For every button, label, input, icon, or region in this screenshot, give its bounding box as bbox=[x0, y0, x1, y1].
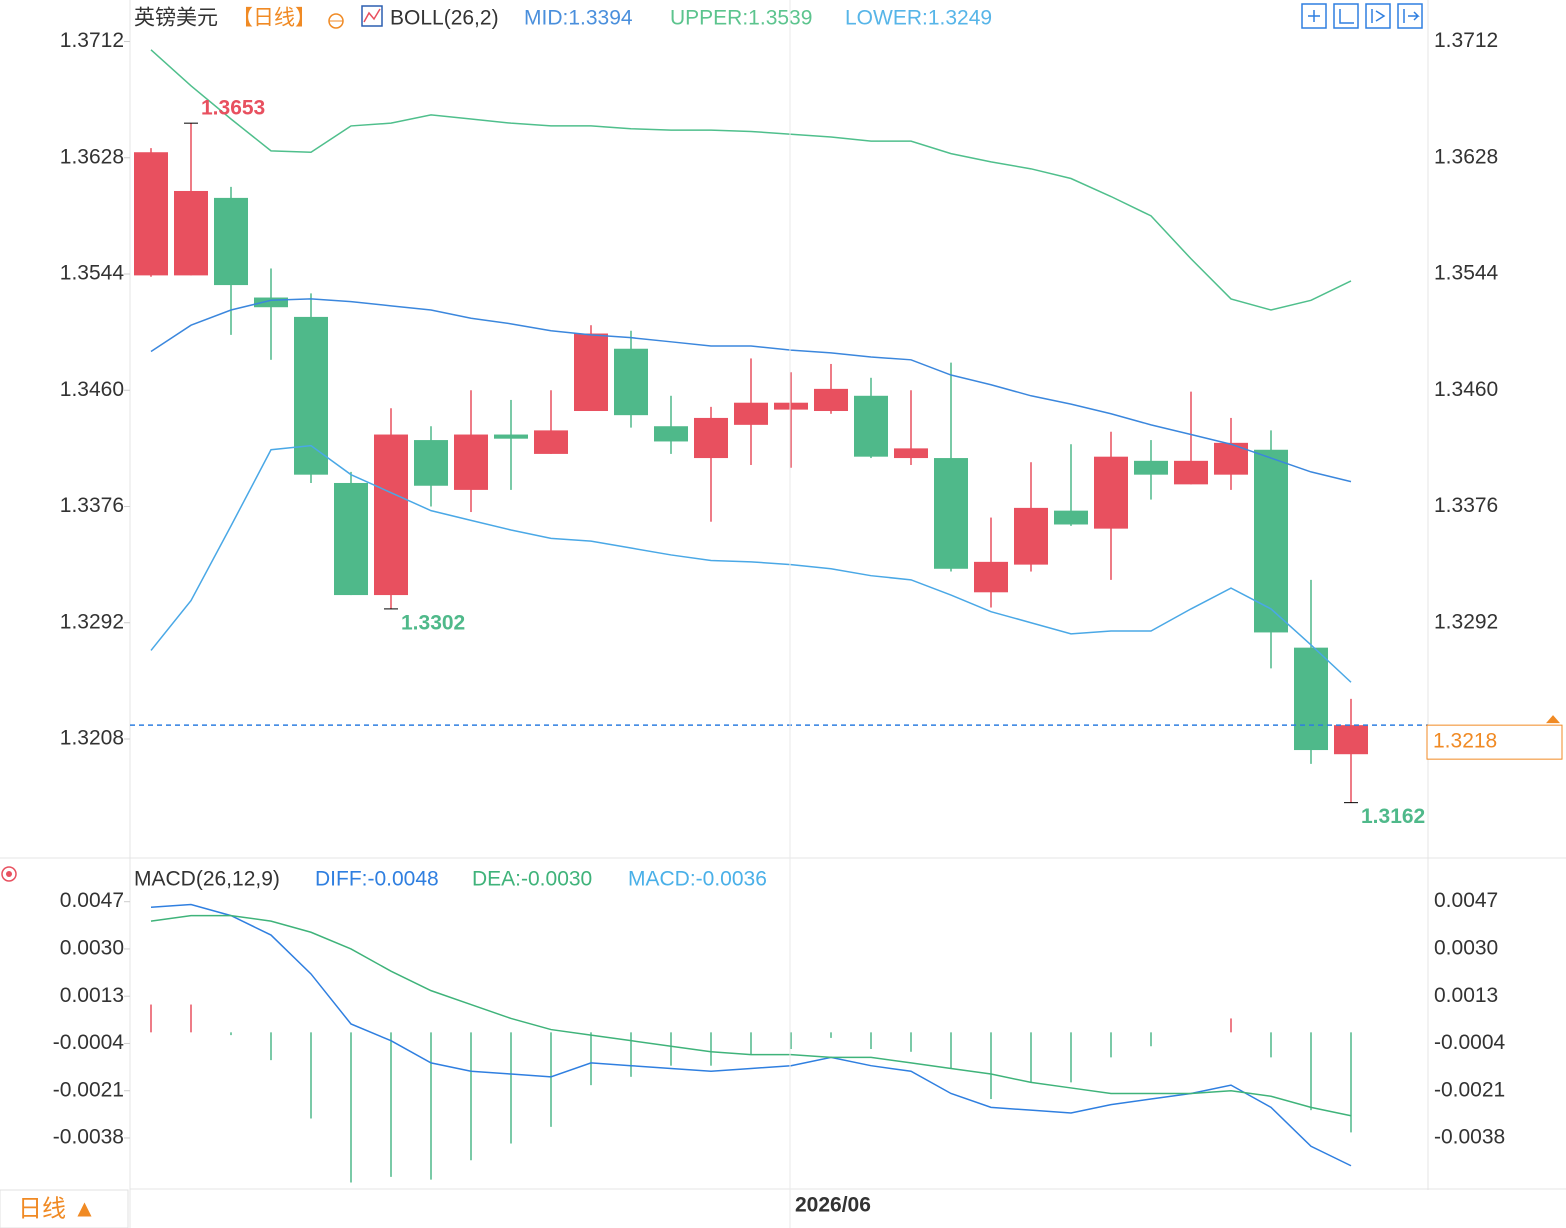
period-button[interactable] bbox=[0, 1189, 129, 1228]
candle-body bbox=[1174, 460, 1208, 485]
candle-body bbox=[134, 152, 168, 276]
y-tick-label: 0.0013 bbox=[60, 984, 124, 1007]
indicator-line bbox=[150, 903, 1352, 1167]
candle-body bbox=[614, 348, 648, 416]
y-tick-label: -0.0038 bbox=[53, 1126, 124, 1149]
y-tick-label: -0.0004 bbox=[53, 1031, 125, 1054]
candle-body bbox=[1334, 725, 1368, 755]
y-tick-label: 0.0047 bbox=[1434, 889, 1498, 912]
candle-body bbox=[1294, 647, 1328, 751]
x-tick-label: 2026/06 bbox=[795, 1194, 871, 1217]
indicator-line bbox=[150, 298, 1352, 483]
toolbar[interactable] bbox=[1301, 3, 1423, 29]
indicator-name: BOLL(26,2) bbox=[390, 7, 499, 30]
candle-body bbox=[894, 448, 928, 459]
y-tick-label: 1.3376 bbox=[1434, 494, 1498, 517]
candle-body bbox=[414, 440, 448, 486]
candle-body bbox=[214, 197, 248, 286]
legend-entry: MACD:-0.0036 bbox=[628, 868, 767, 891]
candle-body bbox=[1094, 456, 1128, 529]
last-price-arrow bbox=[1546, 715, 1560, 724]
legend-entry: UPPER:1.3539 bbox=[670, 7, 812, 30]
indicator-line bbox=[150, 914, 1352, 1117]
indicator-name: MACD(26,12,9) bbox=[134, 868, 280, 891]
candle-body bbox=[974, 561, 1008, 593]
y-tick-label: 1.3292 bbox=[60, 610, 124, 633]
y-tick-label: 0.0047 bbox=[60, 889, 124, 912]
y-tick-label: 1.3544 bbox=[1434, 262, 1499, 285]
y-tick-label: -0.0021 bbox=[53, 1078, 124, 1101]
y-tick-label: 1.3712 bbox=[60, 29, 124, 52]
candle-body bbox=[934, 458, 968, 569]
candle-body bbox=[334, 482, 368, 596]
candle-body bbox=[494, 434, 528, 439]
extreme-label: 1.3162 bbox=[1361, 805, 1425, 828]
candle-body bbox=[1254, 449, 1288, 633]
candle-body bbox=[454, 434, 488, 490]
candle-body bbox=[854, 395, 888, 457]
extreme-label: 1.3302 bbox=[401, 611, 465, 634]
extreme-label: 1.3653 bbox=[201, 97, 265, 120]
candle-body bbox=[574, 333, 608, 412]
y-tick-label: 1.3460 bbox=[1434, 378, 1498, 401]
y-tick-label: 1.3460 bbox=[60, 378, 124, 401]
y-tick-label: -0.0021 bbox=[1434, 1078, 1505, 1101]
legend-entry: LOWER:1.3249 bbox=[845, 7, 992, 30]
candle-body bbox=[1054, 510, 1088, 525]
legend-entry: DEA:-0.0030 bbox=[472, 868, 592, 891]
y-tick-label: 1.3376 bbox=[60, 494, 124, 517]
period-label[interactable]: 【日线】 bbox=[232, 7, 316, 30]
candle-body bbox=[774, 402, 808, 410]
candle-body bbox=[734, 402, 768, 425]
chart-title: 英镑美元 bbox=[134, 7, 218, 30]
last-price-label: 1.3218 bbox=[1433, 730, 1497, 753]
y-tick-label: 0.0030 bbox=[60, 936, 124, 959]
candle-body bbox=[1134, 460, 1168, 475]
period-button-label[interactable]: 日线 ▲ bbox=[18, 1195, 96, 1222]
y-tick-label: 1.3628 bbox=[1434, 145, 1498, 168]
indicator-icon[interactable] bbox=[328, 5, 383, 29]
y-tick-label: 1.3544 bbox=[60, 262, 125, 285]
candle-body bbox=[814, 388, 848, 412]
y-tick-label: 1.3292 bbox=[1434, 610, 1498, 633]
candle-body bbox=[254, 297, 288, 308]
y-tick-label: 0.0013 bbox=[1434, 984, 1498, 1007]
indicator-line bbox=[150, 444, 1352, 683]
legend-entry: DIFF:-0.0048 bbox=[315, 868, 439, 891]
y-tick-label: 0.0030 bbox=[1434, 936, 1498, 959]
candle-body bbox=[1014, 507, 1048, 565]
y-tick-label: 1.3712 bbox=[1434, 29, 1498, 52]
candle-body bbox=[534, 430, 568, 454]
y-tick-label: 1.3628 bbox=[60, 145, 124, 168]
candle-body bbox=[654, 426, 688, 442]
y-tick-label: -0.0004 bbox=[1434, 1031, 1506, 1054]
candle-body bbox=[374, 434, 408, 596]
indicator-line bbox=[150, 49, 1352, 311]
last-price-box bbox=[1426, 724, 1563, 760]
candle-body bbox=[294, 316, 328, 475]
y-tick-label: 1.3208 bbox=[60, 727, 124, 750]
y-tick-label: -0.0038 bbox=[1434, 1126, 1505, 1149]
candle-body bbox=[174, 190, 208, 276]
legend-entry: MID:1.3394 bbox=[524, 7, 633, 30]
candle-body bbox=[694, 417, 728, 459]
settings-icon[interactable] bbox=[1, 866, 17, 882]
